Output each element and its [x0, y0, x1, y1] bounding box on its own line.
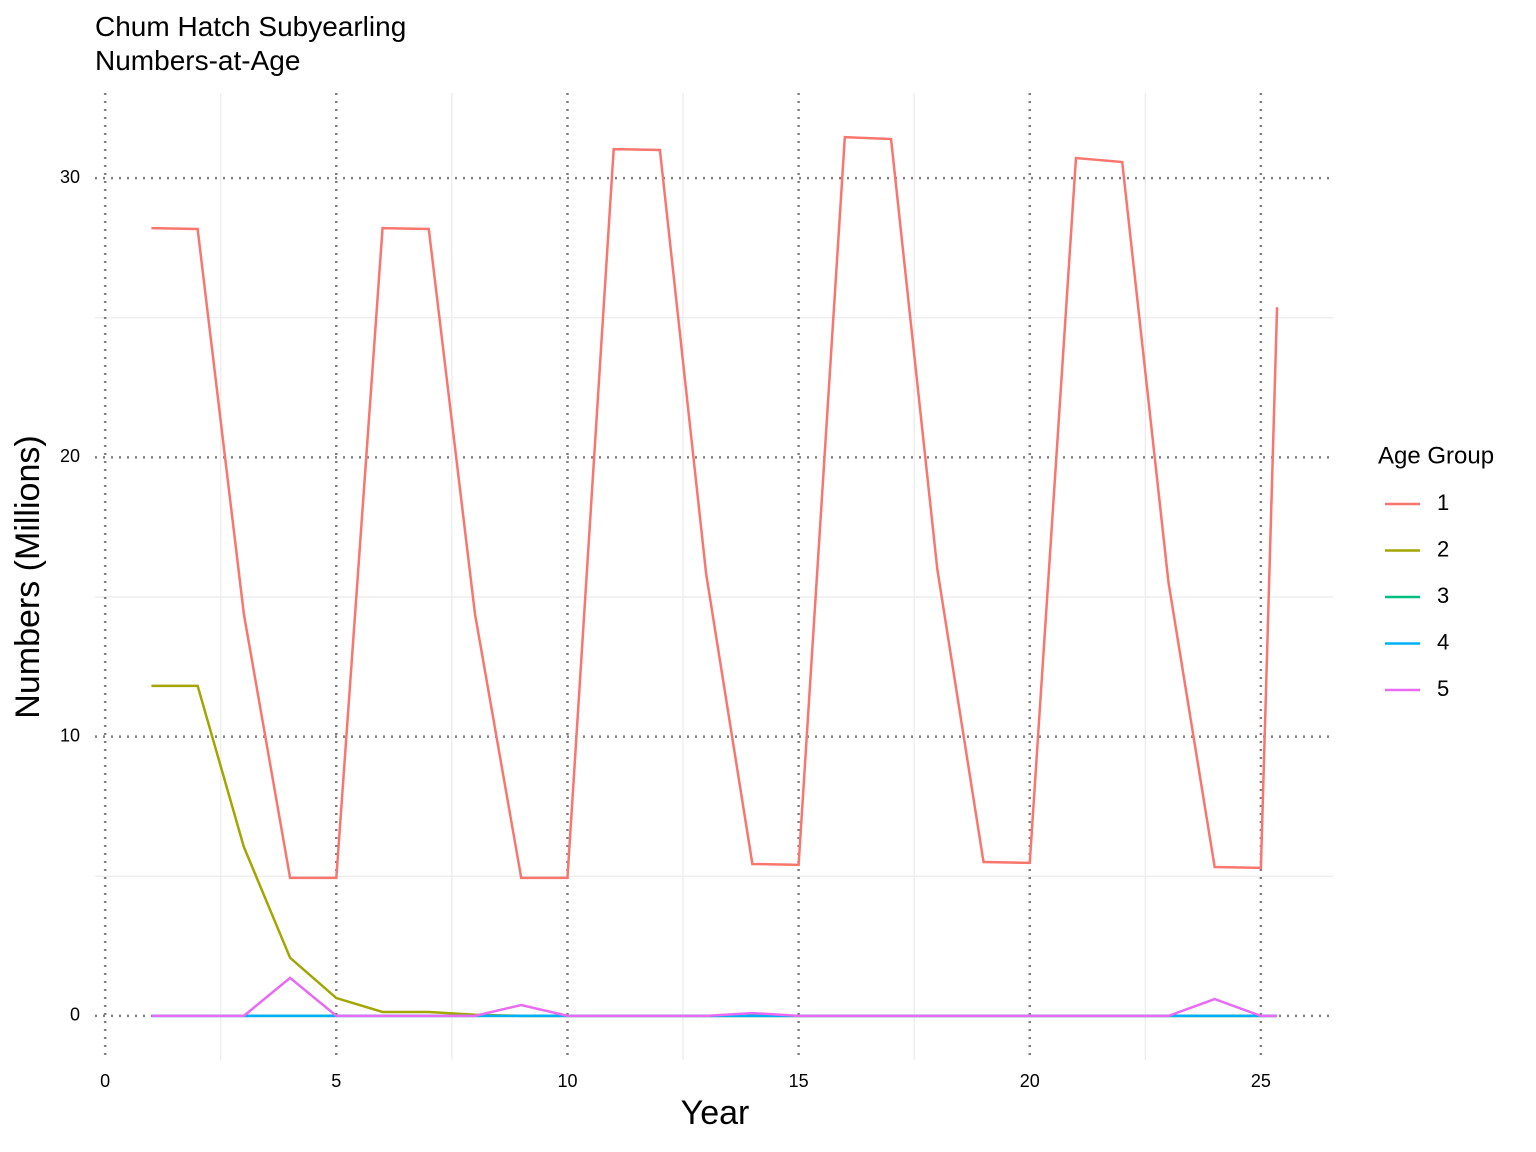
x-tick-label: 10 [557, 1071, 577, 1091]
x-axis-label: Year [681, 1094, 750, 1132]
series-line [151, 135, 1279, 880]
legend-label: 5 [1437, 676, 1449, 701]
series-line [151, 976, 1278, 1018]
legend-label: 1 [1437, 490, 1449, 515]
legend-title: Age Group [1378, 442, 1494, 469]
x-tick-label: 0 [100, 1071, 110, 1091]
y-tick-label: 10 [60, 725, 80, 745]
series-line [151, 684, 1278, 1018]
legend-label: 3 [1437, 583, 1449, 608]
y-axis-label: Numbers (Millions) [9, 435, 47, 718]
x-tick-label: 25 [1251, 1071, 1271, 1091]
x-tick-label: 5 [331, 1071, 341, 1091]
y-tick-label: 20 [60, 446, 80, 466]
y-tick-label: 30 [60, 167, 80, 187]
y-tick-label: 0 [70, 1005, 80, 1025]
chart-title: Chum Hatch Subyearling Numbers-at-Age [95, 11, 407, 76]
x-tick-label: 20 [1020, 1071, 1040, 1091]
x-tick-label: 15 [789, 1071, 809, 1091]
legend-label: 2 [1437, 536, 1449, 561]
legend-label: 4 [1437, 629, 1449, 654]
